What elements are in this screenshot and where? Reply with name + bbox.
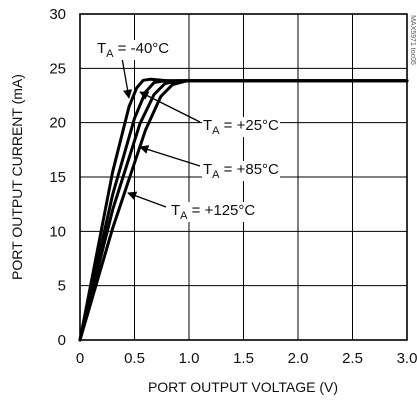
annotation-leader: [139, 91, 201, 123]
y-tick-label: 15: [49, 169, 66, 186]
series-label: TA = +85°C: [203, 161, 279, 181]
annotation-leader: [127, 191, 167, 208]
series-annotations: TA = -40°C TA = +25°C TA = +85°C TA = +125°…: [96, 40, 281, 222]
series-label: TA = +25°C: [203, 117, 279, 137]
annotation-leader: [139, 145, 201, 167]
y-tick-label: 25: [49, 60, 66, 77]
x-tick-label: 2.0: [288, 350, 309, 367]
y-tick-label: 30: [49, 6, 66, 23]
annotation-leader: [121, 57, 133, 99]
x-axis-label: PORT OUTPUT VOLTAGE (V): [148, 379, 338, 395]
label-backdrop: [96, 40, 171, 60]
plot-frame: [79, 13, 408, 341]
label-backdrop: [170, 202, 257, 222]
label-backdrop: [202, 161, 281, 181]
x-tick-labels: 0 0.5 1.0 1.5 2.0 2.5 3.0: [76, 350, 417, 367]
y-tick-label: 20: [49, 115, 66, 132]
y-tick-label: 0: [58, 332, 66, 349]
y-tick-label: 10: [49, 223, 66, 240]
x-tick-label: 0: [76, 350, 84, 367]
series-label: TA = -40°C: [97, 40, 169, 60]
x-tick-label: 3.0: [397, 350, 417, 367]
y-tick-label: 5: [58, 278, 66, 295]
x-tick-label: 1.0: [179, 350, 200, 367]
label-backdrop: [202, 117, 281, 137]
series-label: TA = +125°C: [171, 202, 255, 222]
series-line-2: [78, 79, 409, 342]
series-line-3: [78, 79, 409, 342]
x-tick-label: 2.5: [342, 350, 363, 367]
y-tick-labels: 0 5 10 15 20 25 30: [49, 6, 66, 349]
figure-code: MAX5971 toc05: [409, 15, 416, 65]
x-tick-label: 1.5: [233, 350, 254, 367]
x-tick-label: 0.5: [124, 350, 145, 367]
y-axis-label: PORT OUTPUT CURRENT (mA): [9, 74, 25, 280]
